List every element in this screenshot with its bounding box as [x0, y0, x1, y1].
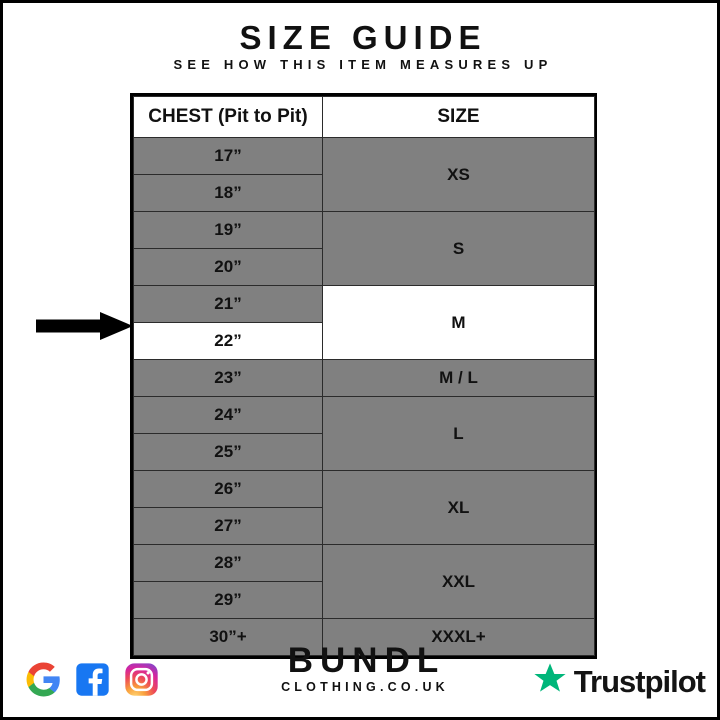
table-row: 17” XS [133, 137, 595, 212]
table-header-row: CHEST (Pit to Pit) SIZE [133, 96, 595, 138]
chest-measurement-cell: 25” [133, 433, 323, 471]
size-guide-table: CHEST (Pit to Pit) SIZE 17” XS 18” 19” S 20” 2… [130, 93, 597, 659]
chest-measurement-cell: 30”+ [133, 618, 323, 656]
table-row: 28” XXL [133, 544, 595, 619]
google-icon[interactable] [25, 661, 62, 698]
chest-measurement-cell: 26” [133, 470, 323, 508]
chest-measurement-cell: 19” [133, 211, 323, 249]
table-row: 26” XL [133, 470, 595, 545]
table-row: 24” L [133, 396, 595, 471]
size-label-cell: XXXL+ [322, 618, 595, 656]
size-label-cell: XS [322, 137, 595, 212]
chest-measurement-cell: 21” [133, 285, 323, 323]
table-row: 23” M / L [133, 359, 595, 397]
chest-measurement-cell: 17” [133, 137, 323, 175]
highlight-arrow [36, 312, 133, 340]
chest-measurement-cell: 23” [133, 359, 323, 397]
chest-measurement-cell: 27” [133, 507, 323, 545]
page-subtitle: SEE HOW THIS ITEM MEASURES UP [173, 57, 553, 72]
chest-measurement-cell: 28” [133, 544, 323, 582]
brand-domain: CLOTHING.CO.UK [281, 679, 449, 694]
instagram-icon[interactable] [123, 661, 160, 698]
size-label-cell: XL [322, 470, 595, 545]
footer: BUNDL CLOTHING.CO.UK Trustpilot [3, 641, 717, 713]
trustpilot-logo: Trustpilot [532, 661, 706, 702]
brand-logo: BUNDL CLOTHING.CO.UK [3, 641, 717, 695]
size-label-cell: S [322, 211, 595, 286]
table-row: 18” [133, 174, 595, 212]
chest-measurement-cell: 22” [133, 322, 323, 360]
table-row: 19” S [133, 211, 595, 286]
page-title: SIZE GUIDE [239, 19, 487, 56]
table-row: 21” M [133, 285, 595, 360]
chest-measurement-cell: 24” [133, 396, 323, 434]
table-row: 20” [133, 248, 595, 286]
chest-measurement-cell: 18” [133, 174, 323, 212]
size-label-cell: XXL [322, 544, 595, 619]
table-row: 29” [133, 581, 595, 619]
size-label-cell: M / L [322, 359, 595, 397]
brand-name: BUNDL [287, 641, 446, 680]
table-row: 25” [133, 433, 595, 471]
facebook-icon[interactable] [74, 661, 111, 698]
table-row: 27” [133, 507, 595, 545]
table-row: 30”+ XXXL+ [133, 618, 595, 656]
size-label-cell: L [322, 396, 595, 471]
trustpilot-wordmark: Trustpilot [573, 664, 706, 699]
chest-measurement-cell: 20” [133, 248, 323, 286]
column-header-chest: CHEST (Pit to Pit) [133, 96, 323, 138]
trustpilot-star-icon [532, 661, 568, 702]
column-header-size: SIZE [322, 96, 595, 138]
social-icons [25, 661, 160, 698]
size-label-cell: M [322, 285, 595, 360]
chest-measurement-cell: 29” [133, 581, 323, 619]
